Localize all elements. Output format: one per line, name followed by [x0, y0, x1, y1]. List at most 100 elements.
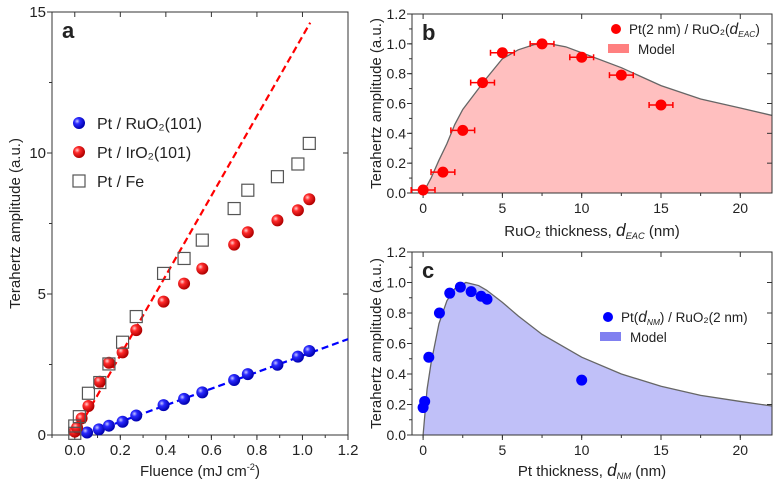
label-text: Pt(2 nm) / RuO₂(	[629, 22, 730, 37]
legend-swatch	[600, 332, 621, 341]
panel-a: 0.0 0.2 0.4 0.6 0.8 1.0 1.2 0 5 10 15 Fluence (mJ c…	[7, 4, 358, 480]
data-point	[419, 395, 431, 407]
data-point	[454, 281, 466, 293]
data-point	[196, 386, 209, 399]
legend-marker	[72, 174, 86, 188]
y-tick-label: 0.6	[387, 96, 407, 112]
y-tick-label: 1.0	[387, 36, 407, 52]
series-0	[81, 344, 316, 439]
data-point	[228, 374, 241, 387]
label-variable: d	[616, 220, 627, 240]
series-0	[417, 281, 588, 414]
y-tick-label: 0	[38, 427, 46, 444]
data-point	[75, 412, 88, 425]
data-point	[465, 286, 477, 298]
data-point	[303, 193, 316, 206]
label-subscript: NM	[617, 471, 632, 481]
legend-label: Pt / IrO₂(101)	[97, 145, 191, 162]
legend-label: Pt(2 nm) / RuO₂(dEAC)	[629, 21, 760, 39]
data-point	[457, 124, 469, 136]
x-tick-label: 1.2	[338, 442, 359, 459]
data-point	[496, 47, 508, 59]
x-tick-label: 20	[732, 200, 748, 216]
y-tick-label: 15	[29, 4, 46, 21]
x-tick-label: 0.2	[110, 442, 131, 459]
data-point	[81, 386, 96, 400]
legend-marker	[73, 146, 85, 158]
x-tick-label: 10	[574, 200, 590, 216]
model-area	[423, 282, 772, 435]
y-tick-label: 0.2	[387, 397, 407, 413]
y-tick-label: 0.4	[387, 366, 407, 382]
data-point	[178, 392, 191, 405]
y-tick-label: 1.0	[387, 275, 407, 291]
data-point	[241, 183, 255, 197]
data-point	[291, 350, 304, 363]
x-tick-label: 10	[574, 442, 590, 458]
panel-label: a	[62, 18, 75, 43]
x-tick-label: 0.4	[155, 442, 176, 459]
panel-label: b	[422, 20, 435, 45]
legend: Pt / RuO₂(101) Pt / IrO₂(101) Pt / Fe	[72, 116, 202, 191]
legend-marker	[73, 117, 85, 129]
data-point	[92, 423, 105, 436]
legend-label: Model	[638, 42, 675, 57]
label-text: Pt(	[621, 310, 639, 325]
x-tick-label: 5	[498, 200, 506, 216]
legend-marker	[603, 312, 613, 322]
x-tick-label: 0.6	[201, 442, 222, 459]
data-point	[576, 374, 588, 386]
data-point	[303, 344, 316, 357]
data-point	[72, 410, 86, 424]
panel-b: 0 5 10 15 20 0.0 0.2 0.4 0.6 0.8 1.0 1.2 RuO₂ thickn…	[368, 6, 773, 241]
x-axis-title: RuO₂ thickness, dEAC (nm)	[504, 220, 679, 241]
x-tick-label: 1.0	[292, 442, 313, 459]
legend-label: Pt(dNM) / RuO₂(2 nm)	[621, 309, 748, 327]
panel-label: c	[422, 258, 434, 283]
legend-label: Model	[630, 330, 667, 345]
data-point	[302, 136, 316, 151]
x-axis-title: Fluence (mJ cm-2)	[140, 462, 260, 480]
data-point	[196, 262, 209, 275]
label-variable: d	[638, 309, 648, 326]
plot-frame	[51, 11, 349, 436]
y-tick-label: 0.0	[387, 185, 407, 201]
data-point	[655, 99, 667, 111]
data-point	[116, 346, 129, 359]
label-subscript: NM	[647, 317, 660, 327]
model-curve	[422, 43, 773, 194]
data-point	[130, 324, 143, 337]
data-point	[81, 426, 94, 439]
data-point	[129, 309, 143, 324]
legend-label: Pt / RuO₂(101)	[97, 116, 202, 133]
label-text: ) / RuO₂(2 nm)	[660, 310, 748, 325]
y-tick-label: 0.0	[387, 427, 407, 443]
model-curve	[422, 281, 773, 436]
y-axis-title: Terahertz amplitude (a.u.)	[368, 18, 385, 189]
data-point	[228, 238, 241, 251]
y-tick-label: 0.4	[387, 125, 407, 141]
data-point	[156, 266, 171, 281]
data-point	[68, 419, 82, 433]
data-point	[157, 295, 170, 308]
data-point	[115, 335, 130, 349]
data-point	[270, 170, 285, 184]
legend: Pt(2 nm) / RuO₂(dEAC) Model	[608, 21, 760, 57]
x-tick-label: 0	[419, 442, 427, 458]
y-tick-label: 0.8	[387, 66, 407, 82]
legend-swatch	[608, 44, 629, 53]
data-point	[536, 38, 548, 50]
data-point	[271, 358, 284, 371]
data-point	[241, 368, 254, 381]
data-point	[271, 214, 284, 227]
legend: Pt(dNM) / RuO₂(2 nm) Model	[600, 309, 748, 345]
data-point	[291, 157, 305, 171]
data-point	[615, 69, 627, 81]
data-point	[195, 233, 209, 247]
data-point	[177, 251, 191, 266]
x-tick-label: 15	[653, 200, 669, 216]
fit-line	[73, 22, 312, 436]
y-tick-label: 0.6	[387, 336, 407, 352]
data-point	[433, 307, 445, 319]
